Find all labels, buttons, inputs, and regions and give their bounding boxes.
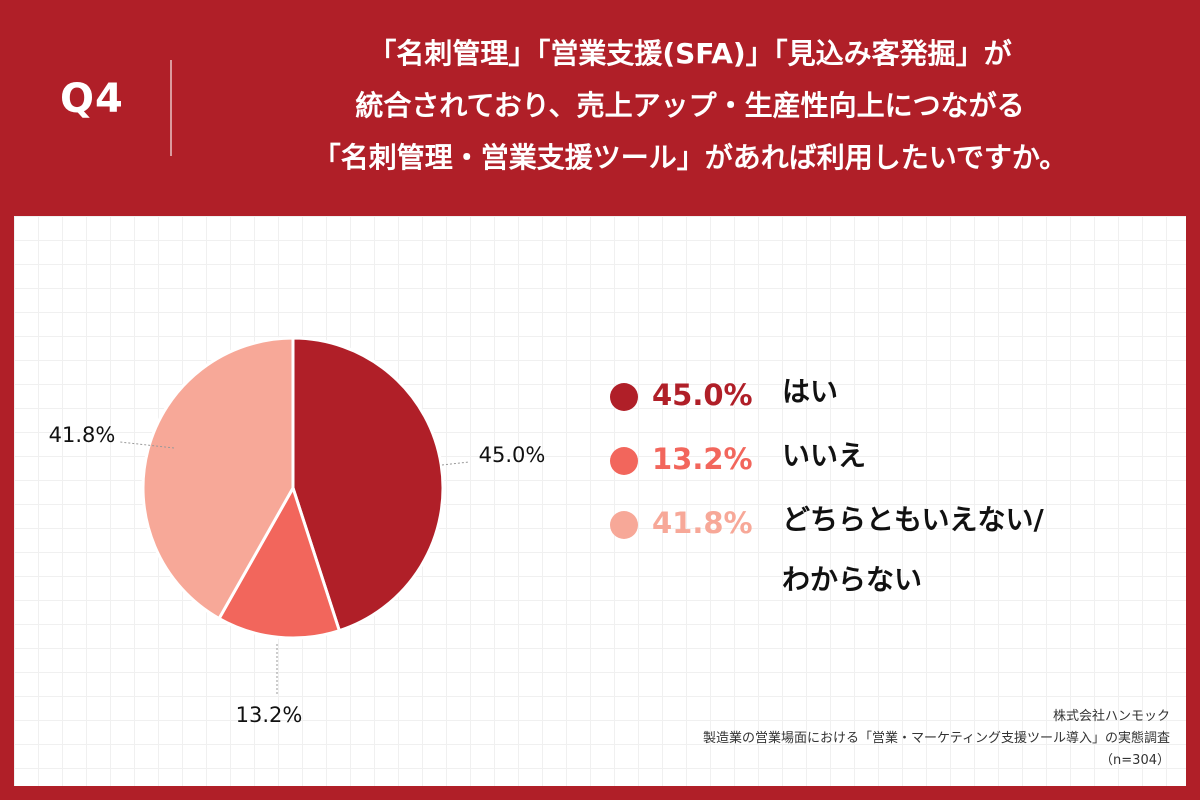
legend-percent-yes: 45.0% [652, 378, 753, 412]
pie-chart: 45.0% 13.2% 41.8% [49, 336, 546, 727]
header-divider [170, 60, 172, 156]
legend-item-no: 13.2% いいえ [610, 430, 1170, 494]
legend-label-unsure-line-2: わからない [782, 563, 923, 596]
legend-marker-unsure [610, 511, 638, 539]
source-note: 株式会社ハンモック 製造業の営業場面における「営業・マーケティング支援ツール導入… [703, 706, 1170, 772]
question-header: Q4 「名刺管理」「営業支援(SFA)」「見込み客発掘」が 統合されており、売上… [0, 0, 1200, 216]
data-label-unsure: 41.8% [49, 423, 116, 447]
chart-panel: 45.0% 13.2% 41.8% 45.0% はい 13.2% いいえ 41.8% [14, 216, 1186, 786]
question-text: 「名刺管理」「営業支援(SFA)」「見込み客発掘」が 統合されており、売上アップ… [195, 28, 1185, 184]
pie-slice-yes [291, 336, 445, 633]
data-label-yes: 45.0% [479, 443, 546, 467]
legend-label-no-line-1: いいえ [782, 439, 867, 472]
source-company: 株式会社ハンモック [1052, 709, 1170, 724]
pie-leader-lines [119, 441, 470, 694]
source-sample: （n=304） [1100, 753, 1170, 768]
chart-legend: 45.0% はい 13.2% いいえ 41.8% どちらともいえない/ わからな… [610, 366, 1170, 596]
legend-label-yes: はい [782, 375, 1142, 422]
legend-item-yes: 45.0% はい [610, 366, 1170, 430]
legend-item-unsure: 41.8% どちらともいえない/ わからない [610, 494, 1170, 596]
legend-label-unsure-line-1: どちらともいえない/ [782, 503, 1044, 536]
legend-label-yes-line-1: はい [782, 375, 839, 408]
leader-line-unsure [119, 441, 175, 449]
question-line-1: 「名刺管理」「営業支援(SFA)」「見込み客発掘」が [368, 37, 1012, 70]
leader-line-yes [441, 461, 470, 466]
legend-label-no: いいえ [782, 439, 1142, 486]
question-line-2: 統合されており、売上アップ・生産性向上につながる [355, 89, 1025, 122]
question-line-3: 「名刺管理・営業支援ツール」があれば利用したいですか。 [312, 141, 1068, 174]
pie-data-labels: 45.0% 13.2% 41.8% [49, 423, 546, 727]
legend-label-unsure: どちらともいえない/ わからない [782, 503, 1142, 610]
source-survey: 製造業の営業場面における「営業・マーケティング支援ツール導入」の実態調査 [703, 731, 1170, 746]
pie-slice-unsure [141, 336, 295, 621]
data-label-no: 13.2% [236, 703, 303, 727]
question-number: Q4 [60, 76, 124, 122]
legend-percent-no: 13.2% [652, 442, 753, 476]
legend-marker-yes [610, 383, 638, 411]
pie-slice-no [217, 486, 341, 640]
legend-marker-no [610, 447, 638, 475]
pie-slices [141, 336, 445, 640]
legend-percent-unsure: 41.8% [652, 506, 753, 540]
